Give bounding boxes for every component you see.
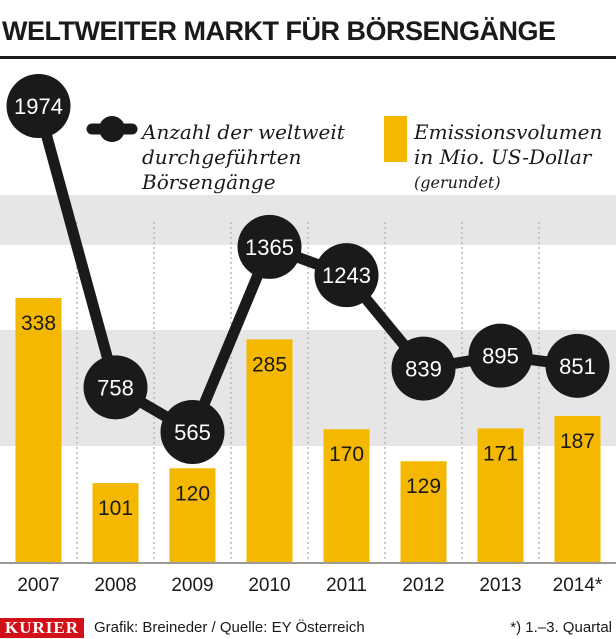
- x-axis-label: 2012: [402, 575, 444, 596]
- line-point-label: 839: [405, 357, 442, 382]
- bar: [15, 298, 62, 562]
- x-axis-label: 2009: [171, 575, 213, 596]
- bar-value-label: 338: [21, 312, 56, 335]
- legend-bar-swatch: [384, 116, 407, 162]
- bar: [92, 483, 139, 562]
- line-point-label: 758: [97, 375, 134, 400]
- bar-value-label: 187: [560, 430, 595, 453]
- line-point-label: 1243: [322, 263, 371, 288]
- line-point: [314, 243, 379, 308]
- title-rule: [0, 56, 616, 59]
- line-point-label: 1974: [14, 94, 63, 119]
- line-point: [468, 323, 533, 388]
- bar-value-label: 285: [252, 353, 287, 376]
- legend-bar-label-2: in Mio. US-Dollar: [414, 145, 593, 169]
- source-credit: Grafik: Breineder / Quelle: EY Österreic…: [94, 619, 365, 636]
- line-point-label: 895: [482, 344, 519, 369]
- bar-value-label: 120: [175, 482, 210, 505]
- line-series: 1974 758 565 1365 1243 839 895 851: [6, 74, 610, 464]
- x-axis-labels: 2007 2008 2009 2010 2011 2012 2013 2014*: [17, 575, 603, 596]
- bar-value-label: 101: [98, 497, 133, 520]
- footnote: *) 1.–3. Quartal: [510, 619, 612, 636]
- bar-labels: 338 101 120 285 170 129 171 187: [21, 312, 595, 520]
- legend-line-label-2: durchgeführten: [142, 145, 301, 169]
- background-band-upper: [0, 195, 616, 245]
- legend-line-label-3: Börsengänge: [141, 170, 276, 194]
- bar: [246, 339, 293, 562]
- line-point-label: 1365: [245, 235, 294, 260]
- footer: KURIER Grafik: Breineder / Quelle: EY Ös…: [0, 612, 616, 639]
- line-point: [237, 214, 302, 279]
- bar: [554, 415, 601, 562]
- line-point: [6, 74, 71, 138]
- bar: [477, 428, 524, 562]
- bar-value-label: 170: [329, 443, 364, 466]
- legend-line-marker: [99, 116, 125, 142]
- x-axis-label: 2008: [94, 575, 136, 596]
- bar: [323, 429, 370, 562]
- line-point: [83, 355, 148, 420]
- bar: [169, 468, 216, 562]
- line-point-label: 851: [559, 354, 596, 379]
- x-axis-label: 2014*: [553, 575, 603, 596]
- legend-bar-note: (gerundet): [414, 173, 501, 192]
- line-point: [545, 333, 610, 398]
- bar-value-label: 129: [406, 475, 441, 498]
- x-axis-label: 2011: [326, 575, 367, 596]
- line-point: [391, 336, 456, 401]
- brand-logo: KURIER: [0, 618, 85, 638]
- legend: Anzahl der weltweit durchgeführten Börse…: [86, 116, 602, 194]
- legend-bar-label-1: Emissionsvolumen: [413, 120, 602, 144]
- x-axis-label: 2013: [479, 575, 521, 596]
- bar-value-label: 171: [483, 442, 518, 465]
- legend-line-label-1: Anzahl der weltweit: [140, 120, 346, 144]
- bars: [0, 298, 616, 564]
- chart-title: WELTWEITER MARKT FÜR BÖRSENGÄNGE: [2, 16, 556, 46]
- column-separators: [76, 222, 540, 562]
- line-point: [160, 400, 225, 464]
- line-point-label: 565: [174, 420, 211, 445]
- x-axis-label: 2010: [248, 575, 290, 596]
- x-axis-label: 2007: [17, 575, 59, 596]
- bar: [400, 461, 447, 562]
